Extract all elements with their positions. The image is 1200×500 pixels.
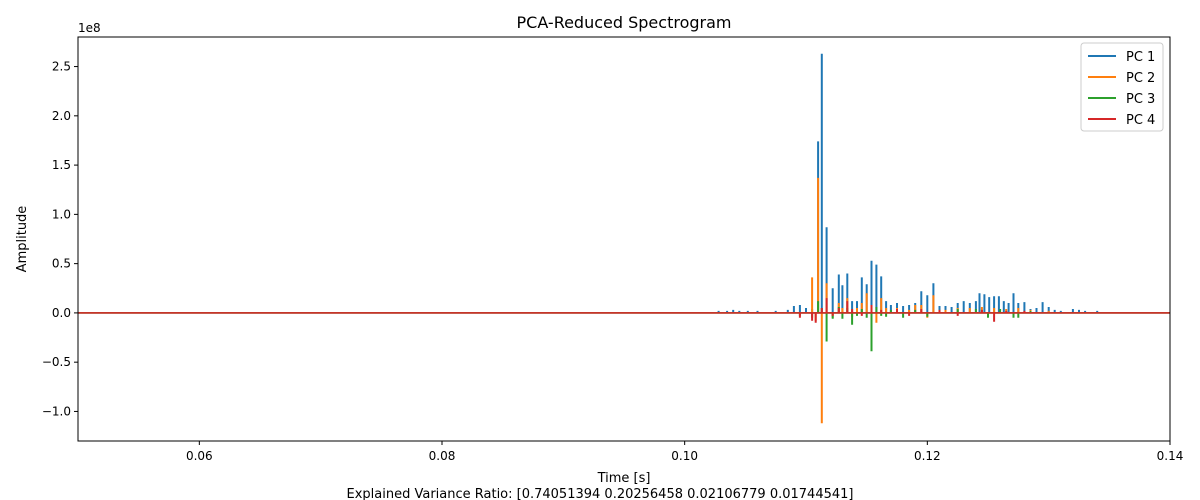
y-tick-label: 2.0 [52,109,71,123]
plot-area [77,36,1171,442]
legend-label: PC 4 [1126,113,1155,128]
x-tick-label: 0.08 [429,449,456,463]
explained-variance-caption: Explained Variance Ratio: [0.74051394 0.… [347,487,854,500]
legend-label: PC 2 [1126,71,1155,86]
x-tick-label: 0.06 [186,449,213,463]
series-4 [78,298,1170,323]
legend-entries: PC 1 PC 2 PC 3 PC 4 [1088,50,1155,128]
y-scale-label: 1e8 [78,21,101,35]
legend-box [1080,42,1164,132]
y-tick-label: 0.5 [52,257,71,271]
y-tick-label: −1.0 [42,404,71,418]
y-tick-label: 0.0 [52,306,71,320]
legend-label: PC 3 [1126,92,1155,107]
y-tick-label: 2.5 [52,60,71,74]
y-tick-label: 1.0 [52,207,71,221]
legend: PC 1 PC 2 PC 3 PC 4 [1080,42,1164,132]
series-layer [78,53,1170,424]
y-axis-label: Amplitude [15,206,30,273]
axes-frame [77,36,1171,442]
x-tick-label: 0.14 [1157,449,1184,463]
x-axis: 0.06 0.08 0.10 0.12 0.14 [186,441,1183,463]
y-tick-label: 1.5 [52,158,71,172]
x-tick-label: 0.10 [671,449,698,463]
y-tick-label: −0.5 [42,355,71,369]
y-axis: −1.0 −0.5 0.0 0.5 1.0 1.5 2.0 2.5 [42,60,78,418]
x-tick-label: 0.12 [914,449,941,463]
chart-title: PCA-Reduced Spectrogram [517,13,732,32]
series-line [798,298,1026,323]
x-axis-label: Time [s] [597,471,651,486]
legend-label: PC 1 [1126,50,1155,65]
